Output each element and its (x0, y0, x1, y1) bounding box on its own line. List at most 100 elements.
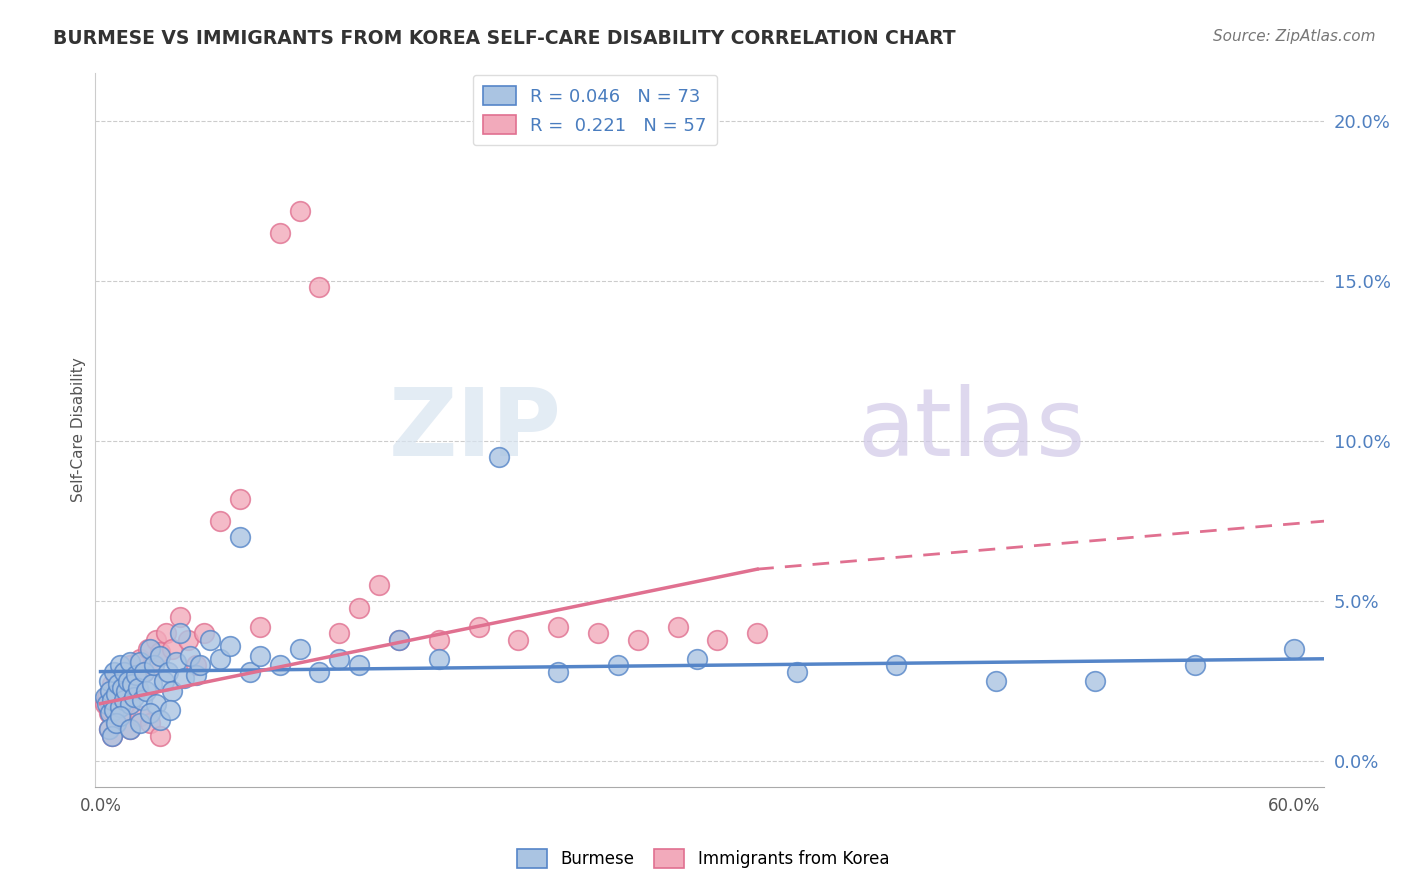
Y-axis label: Self-Care Disability: Self-Care Disability (72, 358, 86, 502)
Point (100, 703, 122, 717)
Point (141, 658, 163, 673)
Point (269, 226, 291, 240)
Point (139, 642, 162, 657)
Point (165, 655, 187, 669)
Point (139, 715, 162, 730)
Point (347, 600, 370, 615)
Point (112, 706, 135, 721)
Point (1284, 642, 1306, 657)
Point (269, 658, 291, 673)
Point (134, 665, 156, 679)
Point (179, 648, 201, 663)
Point (93, 697, 115, 711)
Point (141, 677, 163, 691)
Point (125, 667, 148, 681)
Point (105, 715, 128, 730)
Point (153, 674, 176, 689)
Text: ZIP: ZIP (389, 384, 562, 476)
Point (103, 703, 125, 717)
Point (103, 665, 125, 679)
Point (149, 713, 172, 727)
Point (149, 648, 172, 663)
Point (97, 723, 120, 737)
Point (100, 683, 122, 698)
Point (107, 690, 129, 705)
Point (111, 693, 134, 707)
Point (627, 632, 650, 647)
Point (107, 677, 129, 691)
Point (129, 715, 152, 730)
Point (328, 626, 350, 640)
Legend: Burmese, Immigrants from Korea: Burmese, Immigrants from Korea (510, 843, 896, 875)
Point (117, 674, 139, 689)
Point (97, 706, 120, 721)
Point (145, 697, 167, 711)
Point (984, 674, 1007, 689)
Point (467, 620, 489, 634)
Point (229, 491, 252, 506)
Point (586, 626, 609, 640)
Point (110, 709, 132, 723)
Point (121, 677, 143, 691)
Point (129, 652, 152, 666)
Point (229, 530, 252, 544)
Point (208, 652, 231, 666)
Point (508, 632, 530, 647)
Point (110, 699, 132, 714)
Point (103, 697, 125, 711)
Point (249, 620, 271, 634)
Point (747, 626, 769, 640)
Point (347, 658, 370, 673)
Point (101, 729, 124, 743)
Point (208, 514, 231, 528)
Point (288, 642, 311, 657)
Point (547, 665, 569, 679)
Point (239, 665, 262, 679)
Point (135, 683, 157, 698)
Point (886, 658, 908, 673)
Point (388, 632, 411, 647)
Point (111, 681, 134, 695)
Point (120, 655, 142, 669)
Point (160, 642, 183, 657)
Point (97, 723, 120, 737)
Point (93, 690, 115, 705)
Point (112, 665, 135, 679)
Point (101, 693, 124, 707)
Point (786, 665, 808, 679)
Point (120, 658, 142, 673)
Point (328, 652, 350, 666)
Point (105, 671, 128, 685)
Point (110, 683, 132, 698)
Point (139, 706, 162, 721)
Point (127, 681, 149, 695)
Point (129, 709, 152, 723)
Text: atlas: atlas (858, 384, 1085, 476)
Point (218, 639, 240, 653)
Point (120, 697, 142, 711)
Point (188, 658, 211, 673)
Point (149, 645, 172, 659)
Point (184, 658, 207, 673)
Point (112, 665, 135, 679)
Point (105, 687, 128, 701)
Point (198, 632, 221, 647)
Point (120, 723, 142, 737)
Point (159, 703, 181, 717)
Point (169, 610, 191, 624)
Point (145, 632, 167, 647)
Point (131, 693, 153, 707)
Point (101, 729, 124, 743)
Point (136, 642, 159, 657)
Point (288, 203, 311, 218)
Point (547, 620, 569, 634)
Point (686, 652, 709, 666)
Point (184, 667, 207, 681)
Text: Source: ZipAtlas.com: Source: ZipAtlas.com (1212, 29, 1375, 45)
Point (1184, 658, 1206, 673)
Point (97, 674, 120, 689)
Point (177, 632, 200, 647)
Text: BURMESE VS IMMIGRANTS FROM KOREA SELF-CARE DISABILITY CORRELATION CHART: BURMESE VS IMMIGRANTS FROM KOREA SELF-CA… (53, 29, 956, 48)
Point (134, 665, 156, 679)
Point (1084, 674, 1107, 689)
